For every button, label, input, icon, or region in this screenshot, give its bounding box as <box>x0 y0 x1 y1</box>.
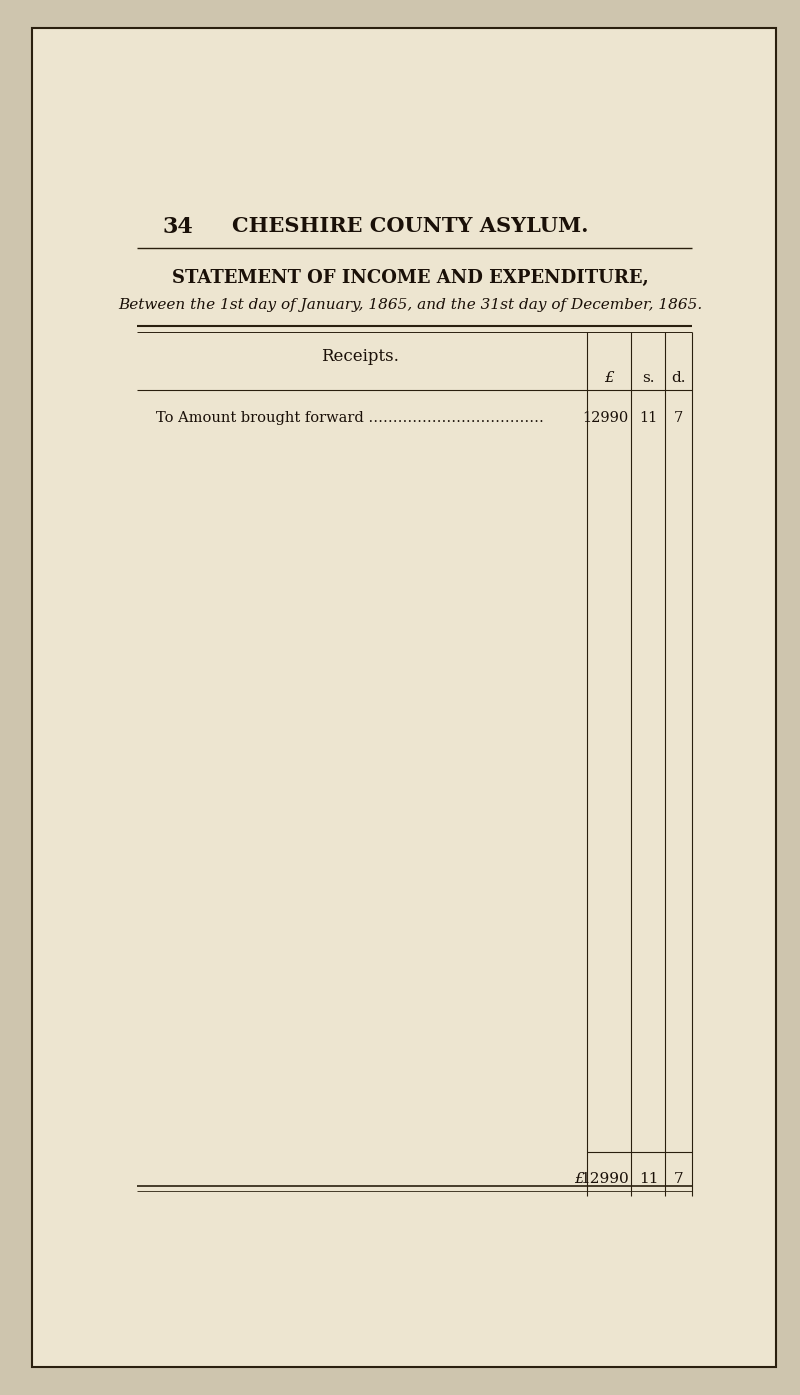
Text: 11: 11 <box>639 412 658 425</box>
Text: STATEMENT OF INCOME AND EXPENDITURE,: STATEMENT OF INCOME AND EXPENDITURE, <box>172 269 648 287</box>
Text: 7: 7 <box>674 1172 683 1186</box>
Text: 12990: 12990 <box>582 412 629 425</box>
Text: 7: 7 <box>674 412 683 425</box>
Text: Between the 1st day of January, 1865, and the 31st day of December, 1865.: Between the 1st day of January, 1865, an… <box>118 299 702 312</box>
Text: £: £ <box>604 371 614 385</box>
Text: 11: 11 <box>638 1172 658 1186</box>
Text: d.: d. <box>671 371 686 385</box>
Text: 34: 34 <box>162 216 193 237</box>
Text: s.: s. <box>642 371 654 385</box>
Text: To Amount brought forward ………………………………: To Amount brought forward ……………………………… <box>156 412 544 425</box>
Text: Receipts.: Receipts. <box>322 347 399 365</box>
Text: CHESHIRE COUNTY ASYLUM.: CHESHIRE COUNTY ASYLUM. <box>232 216 588 236</box>
Text: £: £ <box>574 1172 584 1186</box>
Text: 12990: 12990 <box>580 1172 629 1186</box>
